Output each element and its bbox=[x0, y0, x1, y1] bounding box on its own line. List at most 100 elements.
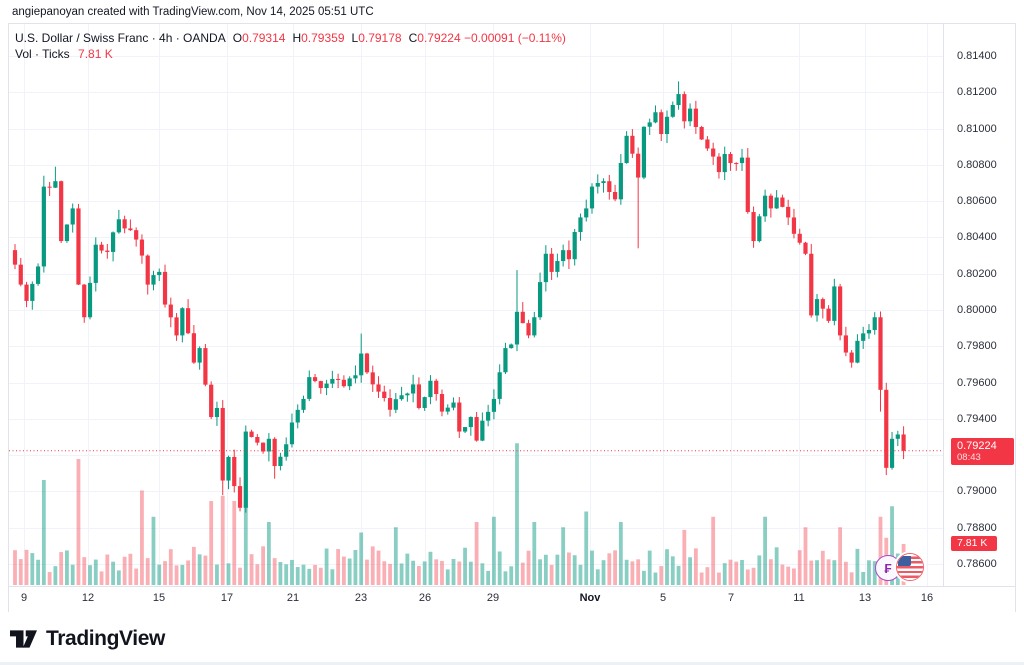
volume-bar bbox=[659, 566, 664, 585]
volume-bar bbox=[774, 547, 779, 585]
candle-body bbox=[434, 380, 439, 395]
candle-body bbox=[676, 94, 681, 105]
candle-body bbox=[312, 377, 318, 382]
volume-bar bbox=[613, 550, 617, 585]
ohlc-key: O bbox=[232, 31, 243, 45]
candle-body bbox=[814, 299, 820, 316]
candle-body bbox=[722, 153, 727, 173]
volume-bar bbox=[232, 501, 237, 585]
candle-body bbox=[82, 284, 87, 318]
volume-bar bbox=[526, 550, 531, 585]
candle-body bbox=[232, 456, 237, 487]
volume-bar bbox=[163, 561, 167, 585]
volume-bar bbox=[855, 548, 860, 585]
volume-bar bbox=[30, 553, 35, 585]
candle-body bbox=[272, 438, 277, 467]
candle-body bbox=[278, 456, 283, 467]
volume-bar bbox=[191, 546, 196, 585]
candle-body bbox=[884, 389, 889, 468]
volume-bar bbox=[186, 560, 190, 585]
candle-body bbox=[249, 431, 254, 437]
volume-bar bbox=[486, 570, 491, 585]
volume-bar bbox=[890, 506, 894, 585]
volume-bar bbox=[255, 564, 260, 585]
chart-legend: U.S. Dollar / Swiss Franc · 4h · OANDA O0… bbox=[15, 31, 566, 62]
volume-bar bbox=[676, 565, 681, 585]
candle-body bbox=[624, 135, 629, 164]
volume-bar bbox=[405, 553, 410, 585]
candle-body bbox=[734, 163, 739, 165]
candle-wick bbox=[354, 365, 356, 384]
candle-body bbox=[70, 208, 75, 225]
volume-bar bbox=[630, 561, 635, 585]
volume-bar bbox=[653, 572, 658, 585]
price-axis-label: 0.80800 bbox=[957, 158, 997, 171]
time-axis-label: 21 bbox=[286, 592, 300, 604]
candle-body bbox=[745, 157, 750, 213]
candle-body bbox=[353, 375, 358, 379]
tradingview-logo[interactable]: TradingView bbox=[10, 627, 165, 651]
volume-bar bbox=[59, 552, 64, 585]
volume-bar bbox=[590, 550, 594, 585]
volume-bar bbox=[468, 561, 473, 585]
volume-bar bbox=[376, 550, 381, 585]
franc-symbol: ₣ bbox=[884, 560, 892, 576]
candle-body bbox=[220, 407, 225, 481]
volume-bar bbox=[872, 561, 877, 585]
candle-body bbox=[607, 181, 612, 192]
candle-body bbox=[774, 197, 779, 209]
volume-bar bbox=[497, 551, 502, 585]
candle-body bbox=[838, 286, 843, 336]
price-axis-label: 0.79600 bbox=[957, 376, 997, 389]
volume-bar bbox=[284, 564, 289, 585]
legend-volume-row: Vol · Ticks 7.81 K bbox=[15, 47, 566, 62]
volume-bar bbox=[36, 559, 40, 585]
candle-wick bbox=[516, 270, 518, 352]
change-value: −0.00091 (−0.11%) bbox=[464, 31, 566, 45]
candle-body bbox=[866, 329, 872, 334]
candle-body bbox=[197, 348, 202, 363]
candle-body bbox=[359, 353, 364, 376]
candle-wick bbox=[337, 373, 339, 389]
volume-bar bbox=[688, 557, 692, 585]
volume-bar bbox=[341, 556, 346, 585]
volume-bar bbox=[295, 567, 300, 585]
candle-body bbox=[330, 378, 335, 384]
candles-layer bbox=[12, 81, 906, 513]
volume-bar bbox=[543, 554, 548, 585]
candle-body bbox=[416, 384, 421, 408]
volume-label: Vol · Ticks bbox=[15, 47, 70, 61]
usd-flag-icon bbox=[896, 553, 924, 581]
candle-body bbox=[35, 266, 41, 284]
candle-body bbox=[243, 431, 248, 508]
candle-body bbox=[18, 264, 23, 285]
price-chart[interactable] bbox=[9, 24, 943, 586]
candle-body bbox=[307, 377, 312, 399]
candle-body bbox=[768, 195, 773, 209]
footer: TradingView bbox=[10, 620, 165, 658]
volume-badge: 7.81 K bbox=[951, 535, 997, 551]
candle-body bbox=[682, 94, 687, 122]
candle-body bbox=[878, 317, 883, 390]
candle-body bbox=[47, 186, 52, 188]
price-axis[interactable]: 0.79224 08:43 7.81 K 0.81400 0.81200 0.810… bbox=[943, 24, 1015, 586]
volume-bar bbox=[393, 527, 398, 585]
candle-body bbox=[191, 333, 196, 363]
volume-bar bbox=[382, 561, 387, 585]
time-axis[interactable]: 9 12 15 17 21 23 26 29 Nov 5 7 11 13 16 bbox=[9, 586, 1015, 612]
candle-body bbox=[803, 242, 808, 254]
candle-body bbox=[601, 181, 606, 184]
bar-countdown: 08:43 bbox=[957, 451, 981, 463]
candle-body bbox=[214, 407, 220, 418]
volume-bar bbox=[70, 564, 75, 585]
volume-bar bbox=[347, 558, 352, 585]
volume-bar bbox=[53, 566, 58, 585]
volume-bar bbox=[820, 550, 825, 585]
volume-bar bbox=[561, 527, 566, 585]
volume-bar bbox=[122, 556, 127, 585]
volume-bar bbox=[665, 549, 669, 585]
candle-body bbox=[318, 381, 323, 389]
candle-body bbox=[439, 394, 445, 412]
volume-bar bbox=[838, 527, 843, 585]
